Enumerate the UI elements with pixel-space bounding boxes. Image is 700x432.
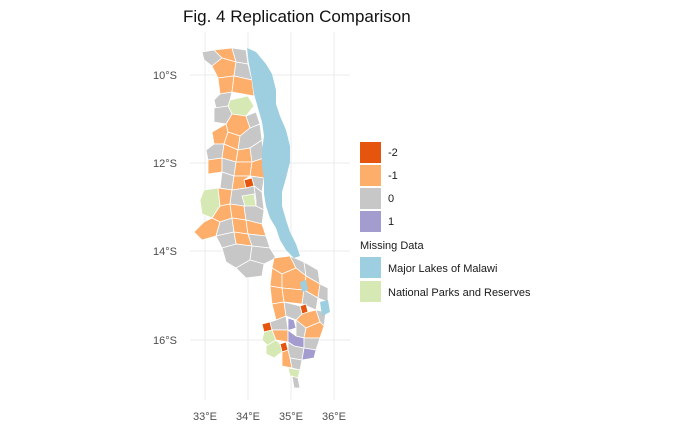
x-tick-label: 34°E (236, 411, 260, 423)
y-axis: 10°S 12°S 14°S 16°S (153, 70, 177, 347)
legend-key-missing (360, 234, 381, 255)
lake-malombe (300, 280, 308, 292)
x-tick-label: 33°E (193, 411, 217, 423)
legend-key-pos1 (360, 211, 381, 232)
legend-label-pos1: 1 (388, 216, 394, 228)
district-pos1 (287, 317, 297, 331)
y-tick-label: 10°S (153, 70, 177, 82)
district-neg1 (235, 147, 253, 163)
lake-chilwa (320, 300, 330, 316)
legend-key-neg1 (360, 165, 381, 186)
district-neg1 (231, 175, 252, 191)
legend-label-missing: Missing Data (360, 240, 424, 252)
y-tick-label: 16°S (153, 335, 177, 347)
y-tick-label: 14°S (153, 246, 177, 258)
legend-key-parks (360, 281, 381, 302)
legend-label-lakes: Major Lakes of Malawi (388, 263, 497, 275)
x-tick-label: 35°E (279, 411, 303, 423)
lake-malawi (247, 48, 300, 258)
legend-label-neg1: -1 (388, 170, 398, 182)
legend-label-zero: 0 (388, 193, 394, 205)
district-neg1 (207, 157, 223, 175)
district-zero (291, 375, 301, 389)
legend: -2 -1 0 1 Missing Data Major Lakes of Ma… (360, 142, 531, 302)
map-title: Fig. 4 Replication Comparison (183, 7, 411, 26)
legend-key-lakes (360, 257, 381, 278)
malawi-districts (193, 47, 329, 389)
district-zero (243, 205, 265, 225)
district-pos1 (301, 347, 317, 361)
district-zero (249, 245, 277, 265)
legend-label-neg2: -2 (388, 147, 398, 159)
district-neg1 (245, 219, 267, 237)
district-neg1 (231, 217, 249, 235)
legend-key-zero (360, 188, 381, 209)
district-neg1 (217, 75, 235, 95)
district-zero (269, 315, 289, 331)
legend-label-parks: National Parks and Reserves (388, 287, 531, 299)
major-lakes (247, 48, 330, 316)
district-neg1 (233, 161, 253, 177)
x-axis: 33°E 34°E 35°E 36°E (193, 411, 346, 423)
district-zero (289, 357, 303, 371)
district-zero (317, 283, 329, 303)
y-tick-label: 12°S (153, 158, 177, 170)
legend-key-neg2 (360, 142, 381, 163)
x-tick-label: 36°E (322, 411, 346, 423)
district-zero (235, 259, 265, 279)
district-neg1 (303, 321, 325, 339)
district-neg1 (229, 203, 247, 221)
district-neg1 (281, 287, 305, 305)
district-zero (205, 143, 225, 161)
district-neg1 (231, 75, 255, 97)
